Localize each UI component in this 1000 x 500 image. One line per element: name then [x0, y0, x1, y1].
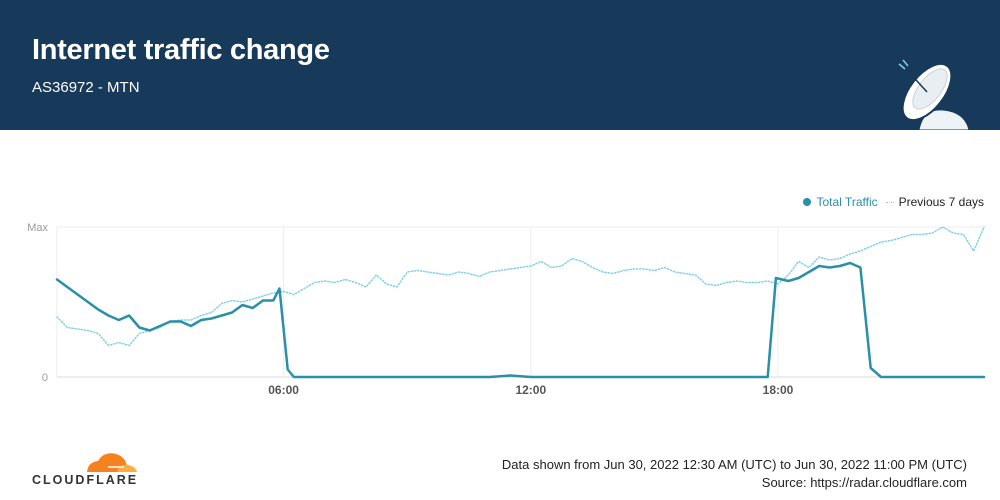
- traffic-chart: Max 0 06:00 12:00 18:00: [27, 222, 986, 397]
- series-line-total-traffic: [55, 261, 986, 379]
- legend-dotted-line-icon: [885, 201, 894, 203]
- legend-previous-label: Previous 7 days: [898, 195, 984, 209]
- series-line-previous-7-days: [56, 226, 985, 347]
- page-title: Internet traffic change: [32, 34, 330, 66]
- x-axis-ticks: 06:00 12:00 18:00: [268, 383, 793, 397]
- satellite-dish-icon: [898, 59, 970, 130]
- chart-legend: Total Traffic Previous 7 days: [795, 195, 984, 209]
- header-banner: Internet traffic change AS36972 - MTN: [0, 0, 1000, 130]
- footer-date-range: Data shown from Jun 30, 2022 12:30 AM (U…: [501, 457, 967, 472]
- x-tick-label: 06:00: [268, 383, 299, 397]
- legend-total-label: Total Traffic: [816, 195, 878, 209]
- x-tick-label: 12:00: [515, 383, 546, 397]
- cloudflare-logo-text: CLOUDFLARE: [32, 473, 139, 487]
- x-tick-label: 18:00: [763, 383, 794, 397]
- legend-item-total-traffic[interactable]: Total Traffic: [803, 195, 878, 209]
- legend-dot-icon: [803, 198, 812, 206]
- chart-grid: [56, 226, 984, 378]
- y-axis-label-zero: 0: [42, 372, 48, 384]
- page-subtitle: AS36972 - MTN: [32, 79, 140, 96]
- chart-series: [55, 226, 986, 379]
- y-axis-label-max: Max: [27, 222, 48, 234]
- legend-item-previous-7-days[interactable]: Previous 7 days: [885, 195, 984, 209]
- footer-source: Source: https://radar.cloudflare.com: [761, 475, 967, 490]
- cloudflare-cloud-icon: [87, 453, 137, 472]
